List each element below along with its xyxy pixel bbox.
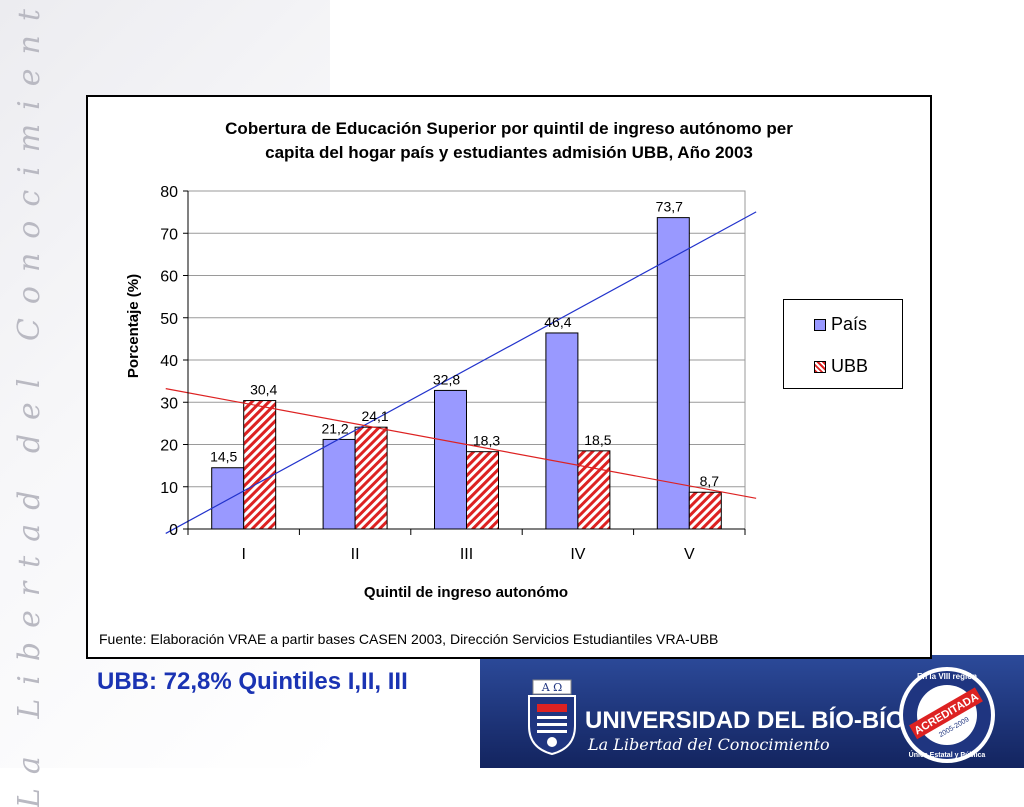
side-motto: La Libertad del Conocimiento bbox=[4, 0, 54, 807]
trendline-pais bbox=[165, 211, 757, 534]
y-tick-label-2: 20 bbox=[160, 438, 178, 455]
university-crest-icon: A Ω bbox=[528, 679, 576, 756]
seal-top-text: En la VIII región bbox=[917, 672, 977, 681]
university-name: UNIVERSIDAD DEL BÍO-BÍO bbox=[585, 707, 905, 734]
bar-ubb-4 bbox=[688, 491, 722, 530]
bar-ubb-2 bbox=[466, 451, 499, 530]
university-motto: La Libertad del Conocimiento bbox=[588, 735, 830, 754]
bar-pais-4 bbox=[656, 217, 690, 530]
y-tick-label-0: 0 bbox=[169, 522, 178, 539]
bar-ubb-0 bbox=[243, 400, 277, 530]
seal-bottom-text: Única Estatal y Pública bbox=[909, 750, 986, 759]
bar-chart: 0 10 20 30 40 50 60 70 80 14,5 21,2 32,8 46,4 73,7 30,… bbox=[125, 184, 757, 601]
chart-title: Cobertura de Educación Superior por quin… bbox=[88, 117, 930, 165]
chart-title-line-2: capita del hogar país y estudiantes admi… bbox=[265, 143, 753, 162]
data-label-ubb-1: 24,1 bbox=[361, 408, 388, 424]
legend-item-ubb: UBB bbox=[814, 356, 868, 377]
crest-letters: A Ω bbox=[541, 681, 563, 694]
x-tick-label-3: IV bbox=[570, 546, 585, 563]
y-tick-label-8: 80 bbox=[160, 184, 178, 201]
bar-pais-0 bbox=[211, 467, 245, 530]
x-tick-label-2: III bbox=[460, 546, 473, 563]
data-label-pais-2: 32,8 bbox=[433, 371, 460, 387]
accreditation-seal-icon: En la VIII región ACREDITADA 2005-2009 Ú… bbox=[899, 667, 995, 763]
data-label-pais-0: 14,5 bbox=[210, 449, 237, 465]
chart-source-note: Fuente: Elaboración VRAE a partir bases … bbox=[99, 631, 719, 647]
data-label-pais-3: 46,4 bbox=[544, 314, 571, 330]
y-tick-label-5: 50 bbox=[160, 311, 178, 328]
slide-headline: UBB: 72,8% Quintiles I,II, III bbox=[97, 668, 408, 695]
y-tick-label-3: 30 bbox=[160, 395, 178, 412]
data-label-ubb-2: 18,3 bbox=[473, 433, 500, 449]
legend-item-pais: País bbox=[814, 314, 867, 335]
chart-legend: País UBB bbox=[783, 299, 903, 389]
y-axis-label: Porcentaje (%) bbox=[125, 274, 142, 378]
y-tick-label-4: 40 bbox=[160, 353, 178, 370]
bar-pais-3 bbox=[545, 332, 579, 530]
data-label-ubb-0: 30,4 bbox=[250, 382, 277, 398]
trendline-ubb bbox=[165, 388, 757, 499]
chart-title-line-1: Cobertura de Educación Superior por quin… bbox=[225, 119, 793, 138]
data-label-ubb-3: 18,5 bbox=[584, 432, 611, 448]
legend-label-ubb: UBB bbox=[831, 356, 869, 376]
x-tick-label-0: I bbox=[241, 546, 245, 563]
y-tick-label-7: 70 bbox=[160, 226, 178, 243]
bar-pais-1 bbox=[322, 438, 356, 530]
x-tick-label-4: V bbox=[684, 546, 695, 563]
legend-swatch-ubb bbox=[814, 360, 826, 373]
legend-label-pais: País bbox=[831, 314, 868, 334]
side-motto-text: La Libertad del Conocimiento bbox=[11, 0, 47, 807]
data-label-pais-1: 21,2 bbox=[321, 420, 348, 436]
chart-frame: Cobertura de Educación Superior por quin… bbox=[86, 95, 932, 659]
bar-ubb-1 bbox=[354, 426, 388, 530]
x-tick-label-1: II bbox=[351, 546, 360, 563]
data-label-ubb-4: 8,7 bbox=[700, 473, 720, 489]
y-tick-label-6: 60 bbox=[160, 269, 178, 286]
y-tick-label-1: 10 bbox=[160, 480, 178, 497]
legend-swatch-pais bbox=[814, 318, 826, 331]
bar-ubb-3 bbox=[577, 450, 611, 530]
bar-pais-2 bbox=[434, 389, 467, 530]
x-axis-label: Quintil de ingreso autonómo bbox=[364, 584, 568, 601]
data-label-pais-4: 73,7 bbox=[656, 199, 683, 215]
